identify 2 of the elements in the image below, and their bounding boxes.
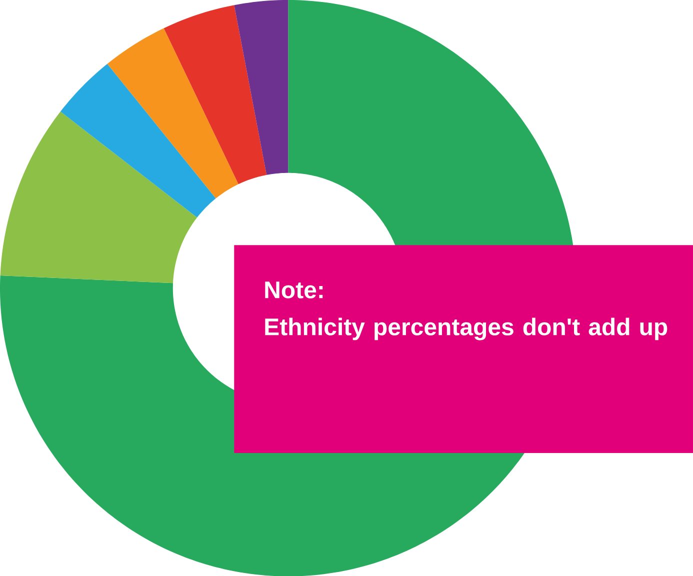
text: Note: xyxy=(265,281,323,298)
text: Ethnicity percentages don't add up xyxy=(265,318,668,340)
